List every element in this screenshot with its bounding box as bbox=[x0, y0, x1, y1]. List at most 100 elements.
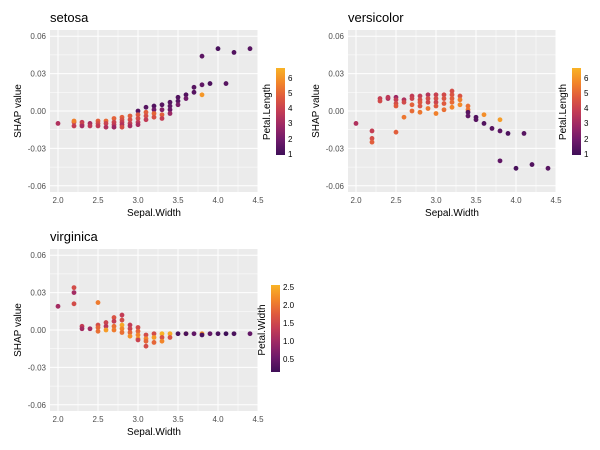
x-tick-labels: 2.0 2.5 3.0 3.5 4.0 4.5 bbox=[52, 196, 264, 205]
scatter-point bbox=[111, 124, 117, 130]
scatter-point bbox=[135, 325, 141, 330]
scatter-point bbox=[425, 106, 431, 111]
y-tick-label: 0.06 bbox=[328, 32, 344, 41]
scatter-point bbox=[497, 128, 503, 134]
scatter-point bbox=[433, 96, 439, 101]
scatter-point bbox=[401, 99, 407, 105]
color-legend: Petal.Width 2.5 2.0 1.5 1.0 0.5 bbox=[257, 283, 295, 372]
scatter-point bbox=[465, 113, 471, 119]
scatter-point bbox=[385, 94, 391, 100]
scatter-point bbox=[441, 96, 447, 101]
scatter-point bbox=[457, 97, 463, 103]
scatter-points bbox=[55, 46, 253, 130]
scatter-point bbox=[135, 332, 141, 338]
scatter-point bbox=[231, 50, 237, 55]
legend-label: 1 bbox=[288, 150, 293, 159]
scatter-point bbox=[127, 333, 133, 339]
panel-title: versicolor bbox=[348, 10, 404, 25]
scatter-point bbox=[151, 107, 157, 113]
scatter-point bbox=[167, 111, 173, 116]
scatter-point bbox=[95, 325, 101, 330]
scatter-point bbox=[71, 301, 77, 307]
y-tick-label: -0.06 bbox=[326, 182, 345, 191]
scatter-point bbox=[199, 53, 205, 59]
legend-label: 3 bbox=[288, 119, 293, 128]
scatter-point bbox=[353, 121, 359, 126]
scatter-point bbox=[481, 121, 487, 126]
scatter-point bbox=[449, 104, 455, 110]
scatter-point bbox=[159, 102, 165, 108]
y-tick-label: -0.03 bbox=[326, 144, 345, 153]
legend-title: Petal.Length bbox=[558, 84, 569, 140]
scatter-point bbox=[159, 116, 165, 121]
scatter-point bbox=[143, 332, 149, 338]
x-tick-label: 2.0 bbox=[350, 196, 362, 205]
scatter-point bbox=[119, 326, 125, 332]
legend-label: 6 bbox=[288, 74, 293, 83]
scatter-point bbox=[425, 96, 431, 101]
y-axis-title: SHAP value bbox=[311, 84, 322, 138]
scatter-point bbox=[175, 102, 181, 108]
scatter-point bbox=[127, 326, 133, 332]
scatter-point bbox=[175, 94, 181, 100]
scatter-point bbox=[441, 92, 447, 98]
y-tick-label: 0.03 bbox=[30, 70, 46, 79]
scatter-point bbox=[513, 165, 519, 171]
scatter-point bbox=[425, 92, 431, 98]
scatter-point bbox=[369, 136, 375, 141]
x-tick-label: 4.5 bbox=[252, 196, 264, 205]
legend-colorbar bbox=[572, 68, 581, 155]
scatter-point bbox=[103, 320, 109, 325]
y-axis-title: SHAP value bbox=[13, 84, 24, 138]
x-axis-title: Sepal.Width bbox=[127, 208, 181, 219]
scatter-point bbox=[433, 92, 439, 98]
y-tick-label: 0.00 bbox=[30, 107, 46, 116]
scatter-point bbox=[71, 290, 77, 296]
legend-label: 3 bbox=[584, 119, 589, 128]
scatter-point bbox=[159, 107, 165, 113]
scatter-point bbox=[199, 332, 205, 338]
scatter-point bbox=[95, 300, 101, 305]
y-tick-label: 0.00 bbox=[328, 107, 344, 116]
scatter-point bbox=[127, 113, 133, 119]
x-tick-label: 2.0 bbox=[52, 415, 64, 424]
scatter-point bbox=[433, 111, 439, 116]
scatter-point bbox=[393, 97, 399, 103]
scatter-point bbox=[135, 337, 141, 343]
x-tick-label: 2.5 bbox=[92, 415, 104, 424]
gridlines bbox=[50, 249, 259, 411]
x-tick-label: 2.5 bbox=[390, 196, 402, 205]
legend-colorbar bbox=[271, 285, 280, 372]
scatter-point bbox=[151, 111, 157, 116]
scatter-point bbox=[95, 328, 101, 334]
scatter-point bbox=[127, 322, 133, 328]
legend-label: 6 bbox=[584, 74, 589, 83]
scatter-point bbox=[191, 84, 197, 90]
scatter-point bbox=[55, 303, 61, 309]
gridlines bbox=[50, 30, 259, 192]
panel-versicolor: versicolor 0.06 0.03 0.00 -0.03 -0.06 2.… bbox=[311, 10, 589, 219]
scatter-point bbox=[433, 99, 439, 105]
scatter-point bbox=[103, 124, 109, 130]
y-tick-label: -0.06 bbox=[28, 401, 47, 410]
y-tick-label: 0.03 bbox=[328, 70, 344, 79]
scatter-point bbox=[151, 114, 157, 120]
scatter-point bbox=[521, 131, 527, 136]
x-tick-label: 2.0 bbox=[52, 196, 64, 205]
y-tick-label: -0.06 bbox=[28, 182, 47, 191]
legend-label: 2.0 bbox=[283, 301, 295, 310]
scatter-point bbox=[103, 121, 109, 126]
scatter-point bbox=[103, 323, 109, 329]
legend-label: 5 bbox=[288, 89, 293, 98]
scatter-point bbox=[111, 315, 117, 320]
scatter-point bbox=[449, 92, 455, 98]
scatter-point bbox=[143, 109, 149, 115]
x-tick-label: 3.0 bbox=[430, 196, 442, 205]
scatter-point bbox=[199, 82, 205, 88]
x-tick-label: 4.5 bbox=[550, 196, 562, 205]
scatter-point bbox=[449, 99, 455, 105]
scatter-point bbox=[409, 96, 415, 101]
x-tick-label: 3.5 bbox=[172, 415, 184, 424]
legend-label: 1.0 bbox=[283, 337, 295, 346]
